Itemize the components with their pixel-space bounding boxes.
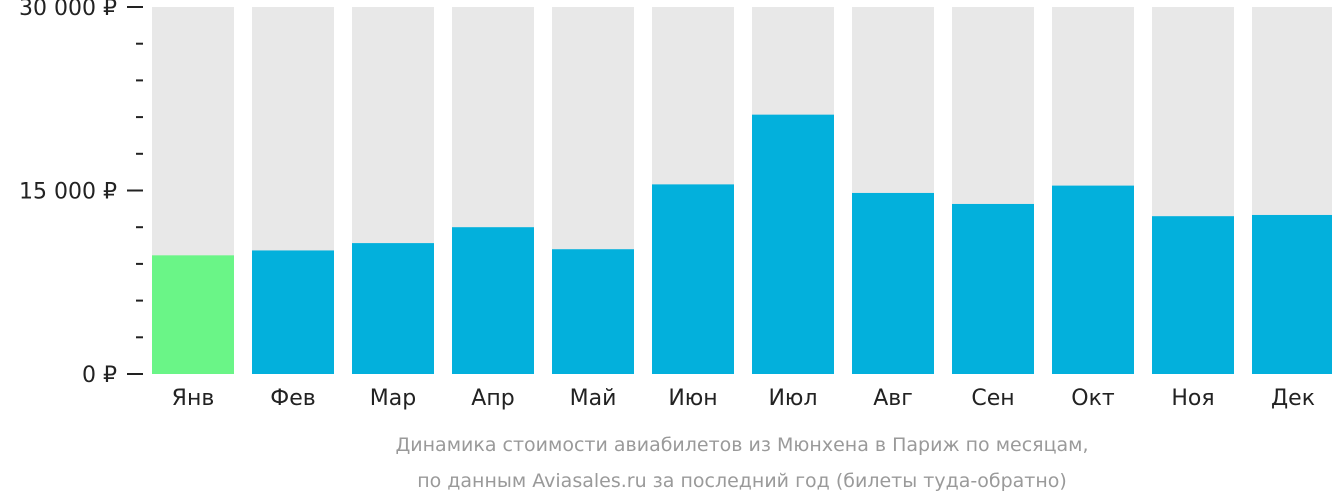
bar-9 <box>952 203 1034 374</box>
data-bars <box>152 114 1332 375</box>
x-tick-label: Фев <box>270 386 315 411</box>
bar-11 <box>1152 216 1234 374</box>
bar-6 <box>652 184 734 374</box>
x-tick-label: Дек <box>1271 386 1315 411</box>
x-tick-label: Ноя <box>1171 386 1214 411</box>
x-tick-label: Окт <box>1071 386 1115 411</box>
bar-3 <box>352 243 434 374</box>
x-tick-label: Апр <box>471 386 514 411</box>
bar-4 <box>452 227 534 374</box>
x-tick-label: Мар <box>370 386 416 411</box>
y-tick-label: 15 000 ₽ <box>19 180 117 205</box>
bar-8 <box>852 192 934 374</box>
y-tick-label: 0 ₽ <box>82 363 117 388</box>
bar-10 <box>1052 185 1134 374</box>
bar-7 <box>752 114 834 375</box>
x-tick-label: Июл <box>768 386 817 411</box>
chart-caption-line-2: по данным Aviasales.ru за последний год … <box>417 470 1067 492</box>
y-axis: 0 ₽ 15 000 ₽ 30 000 ₽ <box>19 0 143 388</box>
x-tick-label: Май <box>570 386 617 411</box>
bar-5 <box>552 249 634 374</box>
x-tick-label: Июн <box>668 386 717 411</box>
x-axis-labels: Янв Фев Мар Апр Май Июн Июл Авг Сен Окт Ноя Дек <box>172 386 1315 411</box>
x-tick-label: Янв <box>172 386 215 411</box>
bar-1 <box>152 255 234 374</box>
y-tick-label: 30 000 ₽ <box>19 0 117 21</box>
bar-2 <box>252 250 334 374</box>
x-tick-label: Сен <box>971 386 1014 411</box>
bar-12 <box>1252 214 1332 374</box>
chart-caption-line-1: Динамика стоимости авиабилетов из Мюнхен… <box>395 434 1088 456</box>
x-tick-label: Авг <box>873 386 913 411</box>
